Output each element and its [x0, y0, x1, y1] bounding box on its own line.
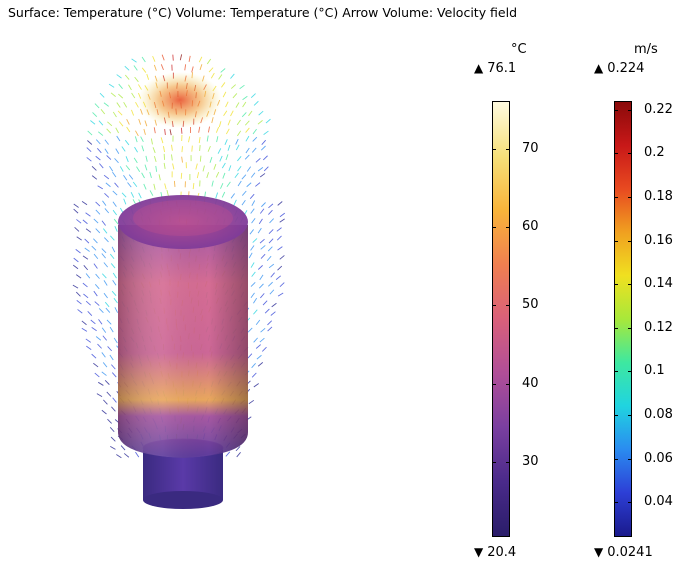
temperature-colorbar [492, 101, 510, 537]
colorbar-tick [628, 371, 632, 373]
velocity-colorbar [614, 101, 632, 537]
temperature-max: ▲ 76.1 [474, 61, 517, 76]
colorbar-tick-label: 0.12 [644, 319, 673, 335]
plume-hotspot [138, 72, 222, 128]
colorbar-tick-label: 0.1 [644, 363, 665, 379]
colorbar-tick [614, 240, 618, 242]
colorbar-tick [492, 227, 496, 229]
colorbar-tick-label: 0.2 [644, 145, 665, 161]
colorbar-tick-label: 40 [522, 375, 539, 391]
min-triangle-icon: ▼ [474, 545, 484, 559]
colorbar-tick-label: 30 [522, 453, 539, 469]
max-triangle-icon: ▲ [474, 61, 484, 75]
colorbar-tick [492, 383, 496, 385]
colorbar-tick-label: 0.06 [644, 450, 673, 466]
colorbar-tick [628, 502, 632, 504]
colorbar-tick [506, 461, 510, 463]
colorbar-tick [614, 196, 618, 198]
colorbar-tick [628, 240, 632, 242]
colorbar-tick-label: 0.04 [644, 494, 673, 510]
colorbar-tick [506, 148, 510, 150]
colorbar-tick [614, 284, 618, 286]
colorbar-tick [628, 458, 632, 460]
colorbar-tick [614, 415, 618, 417]
velocity-unit: m/s [634, 42, 658, 57]
colorbar-tick [614, 153, 618, 155]
colorbar-tick-label: 0.16 [644, 232, 673, 248]
colorbar-tick [628, 196, 632, 198]
colorbar-tick [614, 371, 618, 373]
colorbar-tick [492, 461, 496, 463]
colorbar-tick [628, 153, 632, 155]
colorbar-tick [628, 284, 632, 286]
colorbar-tick-label: 0.08 [644, 407, 673, 423]
max-triangle-icon: ▲ [594, 61, 604, 75]
colorbar-tick-label: 0.18 [644, 188, 673, 204]
colorbar-tick-label: 70 [522, 140, 539, 156]
plot-title: Surface: Temperature (°C) Volume: Temper… [8, 5, 518, 20]
colorbar-tick [614, 502, 618, 504]
temperature-unit: °C [511, 42, 527, 57]
colorbar-tick [492, 148, 496, 150]
temperature-min: ▼ 20.4 [474, 545, 517, 560]
colorbar-tick [628, 415, 632, 417]
colorbar-tick [506, 227, 510, 229]
colorbar-tick [628, 327, 632, 329]
3d-view[interactable] [0, 0, 420, 567]
colorbar-tick-label: 50 [522, 297, 539, 313]
colorbar-tick [628, 109, 632, 111]
colorbar-tick-label: 0.22 [644, 101, 673, 117]
min-triangle-icon: ▼ [594, 545, 604, 559]
velocity-min: ▼ 0.0241 [594, 545, 653, 560]
colorbar-tick [614, 327, 618, 329]
colorbar-tick-label: 60 [522, 219, 539, 235]
colorbar-tick [492, 305, 496, 307]
colorbar-tick [614, 458, 618, 460]
colorbar-tick [506, 383, 510, 385]
colorbar-tick [506, 305, 510, 307]
colorbar-tick [614, 109, 618, 111]
heater-cylinder [118, 195, 248, 458]
velocity-max: ▲ 0.224 [594, 61, 645, 76]
colorbar-tick-label: 0.14 [644, 276, 673, 292]
